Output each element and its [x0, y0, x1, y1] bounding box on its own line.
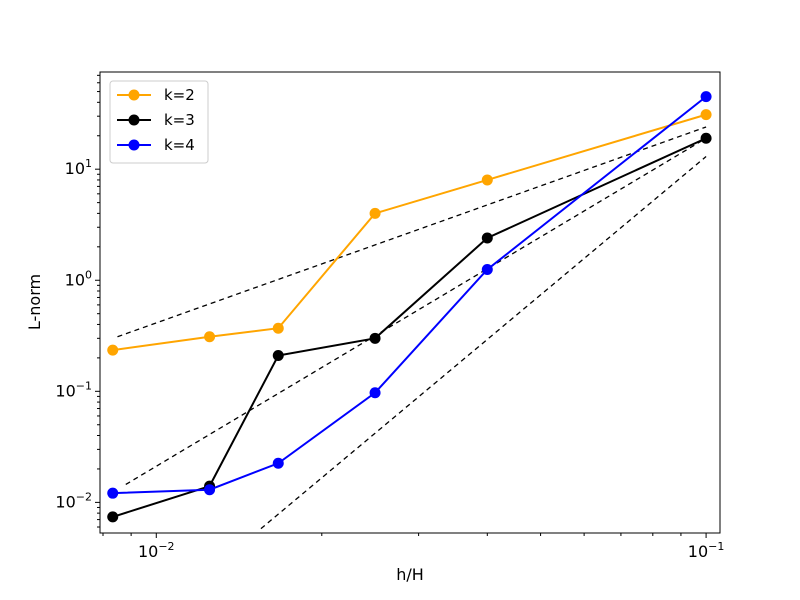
data-point	[481, 232, 493, 244]
data-point	[272, 322, 284, 334]
x-axis-label: h/H	[396, 565, 424, 584]
series-lines	[107, 91, 712, 523]
legend-marker	[128, 89, 140, 101]
data-point	[369, 332, 381, 344]
data-point	[700, 109, 712, 121]
data-point	[107, 511, 119, 523]
y-tick-label: 100	[65, 268, 92, 289]
legend-entry: k=4	[117, 136, 195, 154]
legend-label: k=3	[164, 111, 195, 129]
data-point	[107, 344, 119, 356]
reference-lines	[117, 126, 707, 530]
axis-ticks: 10−2 10−1 10−2 10−1 100 101	[55, 74, 725, 561]
series-1	[107, 109, 712, 356]
data-point	[481, 174, 493, 186]
y-axis-label: L-norm	[25, 274, 44, 330]
x-tick-label: 10−2	[138, 540, 175, 561]
reference-line-slope-3	[125, 137, 707, 486]
series-line	[112, 95, 707, 495]
data-point	[204, 484, 216, 496]
y-tick-label: 101	[65, 157, 92, 178]
series-line	[112, 113, 707, 352]
data-point	[272, 350, 284, 362]
legend: k=2 k=3 k=4	[109, 80, 209, 164]
x-tick-label: 10−1	[688, 540, 725, 561]
data-point	[700, 91, 712, 103]
series-3	[107, 91, 712, 499]
data-point	[369, 387, 381, 399]
data-point	[107, 487, 119, 499]
data-point	[369, 207, 381, 219]
y-tick-label: 10−1	[55, 379, 92, 400]
data-point	[204, 331, 216, 343]
data-point	[700, 132, 712, 144]
legend-marker	[128, 139, 140, 151]
legend-label: k=4	[164, 136, 195, 154]
legend-label: k=2	[164, 86, 195, 104]
data-point	[481, 263, 493, 275]
legend-entry: k=3	[117, 111, 195, 129]
data-point	[272, 457, 284, 469]
legend-entry: k=2	[117, 86, 195, 104]
legend-marker	[128, 114, 140, 126]
y-tick-label: 10−2	[55, 490, 92, 511]
reference-line-slope-4	[260, 156, 707, 530]
